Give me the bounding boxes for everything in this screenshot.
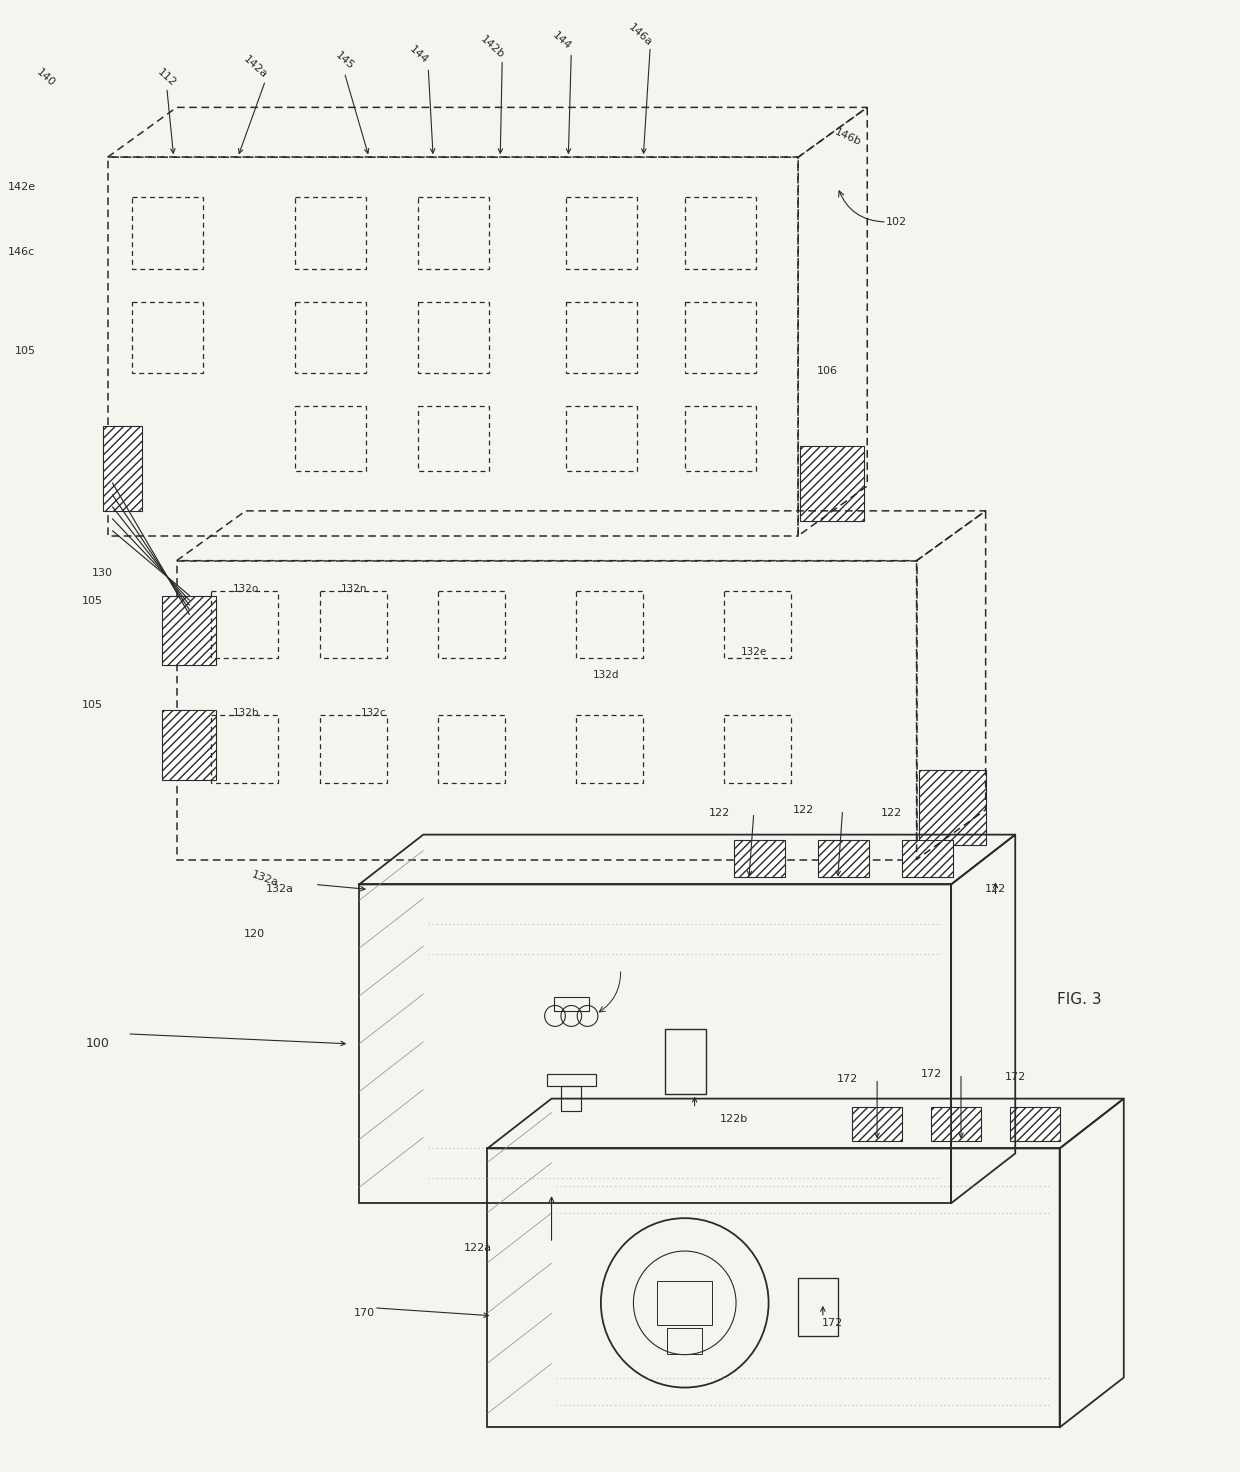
- Bar: [1011, 1107, 1060, 1141]
- Text: 122: 122: [882, 808, 903, 818]
- Bar: [567, 197, 637, 269]
- Text: 146b: 146b: [833, 127, 862, 147]
- Bar: [684, 302, 755, 374]
- Bar: [162, 710, 216, 780]
- Text: 122: 122: [792, 805, 813, 814]
- Text: 172: 172: [822, 1317, 843, 1328]
- Text: 105: 105: [15, 346, 36, 356]
- Text: 140: 140: [35, 66, 57, 88]
- Bar: [724, 590, 791, 658]
- Text: 102: 102: [887, 216, 908, 227]
- Text: 170: 170: [353, 1307, 374, 1317]
- Bar: [108, 158, 799, 536]
- Text: 172: 172: [921, 1069, 942, 1079]
- Text: 172: 172: [1004, 1072, 1025, 1082]
- Bar: [133, 197, 203, 269]
- Bar: [211, 590, 278, 658]
- Bar: [799, 1278, 838, 1335]
- Text: 106: 106: [817, 367, 838, 377]
- Text: 132n: 132n: [341, 583, 367, 593]
- Text: 172: 172: [837, 1073, 858, 1083]
- Text: 146c: 146c: [9, 247, 36, 256]
- Text: 132e: 132e: [740, 648, 766, 658]
- Text: 145: 145: [334, 50, 356, 71]
- Bar: [931, 1107, 981, 1141]
- Bar: [567, 406, 637, 471]
- Bar: [724, 715, 791, 783]
- Text: 100: 100: [86, 1038, 109, 1051]
- Text: 122: 122: [708, 808, 730, 818]
- Bar: [800, 446, 864, 521]
- Text: 142e: 142e: [7, 183, 36, 191]
- Text: 132c: 132c: [361, 708, 387, 718]
- Text: 132d: 132d: [593, 670, 619, 680]
- Text: 146a: 146a: [626, 22, 653, 47]
- Bar: [562, 1086, 582, 1111]
- Bar: [418, 302, 490, 374]
- Text: 112: 112: [155, 66, 179, 88]
- Bar: [553, 997, 589, 1011]
- Text: 132o: 132o: [233, 583, 259, 593]
- Bar: [438, 590, 505, 658]
- Text: 132a: 132a: [250, 870, 280, 889]
- Text: FIG. 3: FIG. 3: [1056, 992, 1101, 1007]
- Bar: [418, 197, 490, 269]
- Bar: [418, 406, 490, 471]
- Text: 144: 144: [551, 29, 573, 52]
- Text: 130: 130: [92, 568, 113, 577]
- Bar: [577, 590, 644, 658]
- Bar: [919, 770, 986, 845]
- Bar: [133, 302, 203, 374]
- Bar: [211, 715, 278, 783]
- Bar: [320, 715, 387, 783]
- Bar: [103, 427, 143, 511]
- Text: 122a: 122a: [464, 1242, 491, 1253]
- Bar: [360, 885, 951, 1203]
- Bar: [667, 1328, 703, 1354]
- Bar: [567, 302, 637, 374]
- Bar: [162, 596, 216, 665]
- Text: 122: 122: [985, 885, 1006, 895]
- Bar: [684, 197, 755, 269]
- Bar: [684, 406, 755, 471]
- Bar: [295, 302, 366, 374]
- Bar: [577, 715, 644, 783]
- Bar: [295, 197, 366, 269]
- Bar: [320, 590, 387, 658]
- Text: 132b: 132b: [232, 708, 259, 718]
- Bar: [734, 839, 785, 877]
- Bar: [487, 1148, 1060, 1428]
- Text: 142a: 142a: [242, 54, 269, 81]
- Bar: [547, 1073, 596, 1086]
- Text: 105: 105: [82, 596, 103, 605]
- Text: 105: 105: [82, 701, 103, 710]
- Bar: [176, 561, 916, 860]
- Bar: [665, 1029, 707, 1094]
- Text: 142b: 142b: [479, 34, 506, 60]
- Text: 122b: 122b: [720, 1113, 748, 1123]
- Bar: [295, 406, 366, 471]
- Bar: [901, 839, 954, 877]
- Bar: [852, 1107, 901, 1141]
- Text: 132a: 132a: [267, 885, 294, 895]
- Text: 120: 120: [244, 929, 265, 939]
- Bar: [438, 715, 505, 783]
- Text: 144: 144: [407, 44, 429, 65]
- Bar: [657, 1281, 712, 1325]
- Bar: [818, 839, 869, 877]
